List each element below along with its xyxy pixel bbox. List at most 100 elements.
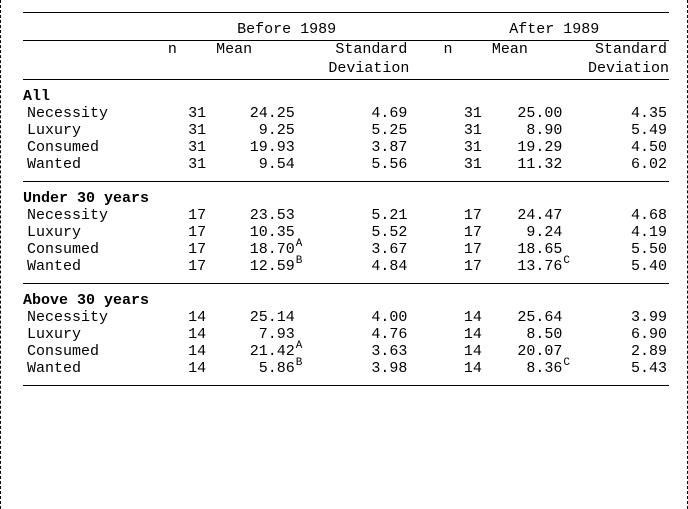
- col-mean-before: Mean: [212, 41, 301, 61]
- row-label: Luxury: [23, 122, 164, 139]
- cell-sd-after: 3.99: [568, 309, 669, 326]
- group-heading: All: [23, 88, 669, 105]
- cell-mean-after: 8.36C: [488, 360, 568, 377]
- cell-mean-before: 7.93: [212, 326, 301, 343]
- cell-n-after: 31: [440, 139, 488, 156]
- cell-sd-after: 5.50: [568, 241, 669, 258]
- row-label: Wanted: [23, 360, 164, 377]
- group-heading: Under 30 years: [23, 190, 669, 207]
- cell-mean-before: 24.25: [212, 105, 301, 122]
- cell-sd-before: 4.84: [301, 258, 410, 275]
- cell-n-after: 14: [440, 360, 488, 377]
- cell-sd-after: 4.35: [568, 105, 669, 122]
- cell-n-before: 17: [164, 241, 212, 258]
- cell-mean-before: 25.14: [212, 309, 301, 326]
- cell-sd-after: 2.89: [568, 343, 669, 360]
- cell-mean-after: 9.24: [488, 224, 568, 241]
- column-subheader-row-1: n Mean Standard n Mean Standard: [23, 41, 669, 61]
- cell-mean-after: 8.90: [488, 122, 568, 139]
- cell-sd-after: 6.02: [568, 156, 669, 173]
- cell-mean-before: 19.93: [212, 139, 301, 156]
- col-mean-after: Mean: [488, 41, 568, 61]
- cell-mean-after: 18.65: [488, 241, 568, 258]
- col-sd-before-1: Standard: [301, 41, 410, 61]
- cell-n-after: 17: [440, 207, 488, 224]
- cell-mean-after: 19.29: [488, 139, 568, 156]
- cell-mean-before: 5.86B: [212, 360, 301, 377]
- cell-mean-after: 25.64: [488, 309, 568, 326]
- table-row: Necessity3124.254.693125.004.35: [23, 105, 669, 122]
- cell-mean-after: 11.32: [488, 156, 568, 173]
- cell-n-before: 14: [164, 343, 212, 360]
- row-label: Consumed: [23, 343, 164, 360]
- col-sd-after-2: Deviation: [568, 60, 669, 79]
- table-row: Necessity1723.535.211724.474.68: [23, 207, 669, 224]
- row-label: Wanted: [23, 258, 164, 275]
- cell-mean-before: 21.42A: [212, 343, 301, 360]
- cell-mean-after: 8.50: [488, 326, 568, 343]
- col-n-before: n: [164, 41, 212, 61]
- cell-sd-before: 3.87: [301, 139, 410, 156]
- cell-n-before: 31: [164, 156, 212, 173]
- cell-n-after: 17: [440, 241, 488, 258]
- cell-n-after: 14: [440, 343, 488, 360]
- row-label: Luxury: [23, 224, 164, 241]
- cell-n-before: 17: [164, 224, 212, 241]
- cell-sd-before: 4.69: [301, 105, 410, 122]
- cell-mean-before: 9.54: [212, 156, 301, 173]
- cell-sd-before: 3.67: [301, 241, 410, 258]
- stats-table: Before 1989 After 1989 n Mean Standard n…: [23, 12, 669, 386]
- cell-n-after: 31: [440, 122, 488, 139]
- row-label: Consumed: [23, 139, 164, 156]
- cell-sd-after: 4.50: [568, 139, 669, 156]
- table-row: Necessity1425.144.001425.643.99: [23, 309, 669, 326]
- cell-sd-after: 5.49: [568, 122, 669, 139]
- table-row: Consumed1421.42A3.631420.072.89: [23, 343, 669, 360]
- cell-n-before: 31: [164, 122, 212, 139]
- cell-mean-after: 24.47: [488, 207, 568, 224]
- cell-n-before: 17: [164, 258, 212, 275]
- column-subheader-row-2: Deviation Deviation: [23, 60, 669, 79]
- superscript: C: [563, 357, 570, 369]
- cell-sd-before: 4.00: [301, 309, 410, 326]
- cell-n-after: 31: [440, 156, 488, 173]
- table-row: Consumed1718.70A3.671718.655.50: [23, 241, 669, 258]
- cell-sd-before: 5.52: [301, 224, 410, 241]
- cell-sd-before: 3.63: [301, 343, 410, 360]
- cell-mean-before: 23.53: [212, 207, 301, 224]
- cell-mean-before: 10.35: [212, 224, 301, 241]
- row-label: Necessity: [23, 309, 164, 326]
- table-row: Luxury147.934.76148.506.90: [23, 326, 669, 343]
- table-row: Luxury319.255.25318.905.49: [23, 122, 669, 139]
- cell-sd-after: 5.43: [568, 360, 669, 377]
- superscript: B: [296, 255, 303, 267]
- superscript: C: [563, 255, 570, 267]
- row-label: Consumed: [23, 241, 164, 258]
- superscript: A: [296, 238, 303, 250]
- cell-n-before: 14: [164, 326, 212, 343]
- row-label: Necessity: [23, 105, 164, 122]
- cell-sd-before: 4.76: [301, 326, 410, 343]
- row-label: Necessity: [23, 207, 164, 224]
- period-after-label: After 1989: [440, 21, 669, 40]
- cell-mean-before: 9.25: [212, 122, 301, 139]
- cell-n-before: 17: [164, 207, 212, 224]
- table-row: Wanted145.86B3.98148.36C5.43: [23, 360, 669, 377]
- cell-mean-after: 20.07: [488, 343, 568, 360]
- period-header-row: Before 1989 After 1989: [23, 21, 669, 40]
- cell-mean-before: 12.59B: [212, 258, 301, 275]
- superscript: B: [296, 357, 303, 369]
- table-row: Consumed3119.933.873119.294.50: [23, 139, 669, 156]
- cell-n-after: 31: [440, 105, 488, 122]
- cell-sd-after: 4.68: [568, 207, 669, 224]
- table-row: Luxury1710.355.52179.244.19: [23, 224, 669, 241]
- cell-n-before: 14: [164, 360, 212, 377]
- cell-sd-after: 5.40: [568, 258, 669, 275]
- col-sd-before-2: Deviation: [301, 60, 410, 79]
- period-before-label: Before 1989: [164, 21, 410, 40]
- superscript: A: [296, 340, 303, 352]
- cell-n-after: 17: [440, 258, 488, 275]
- row-label: Wanted: [23, 156, 164, 173]
- cell-n-before: 31: [164, 105, 212, 122]
- cell-mean-before: 18.70A: [212, 241, 301, 258]
